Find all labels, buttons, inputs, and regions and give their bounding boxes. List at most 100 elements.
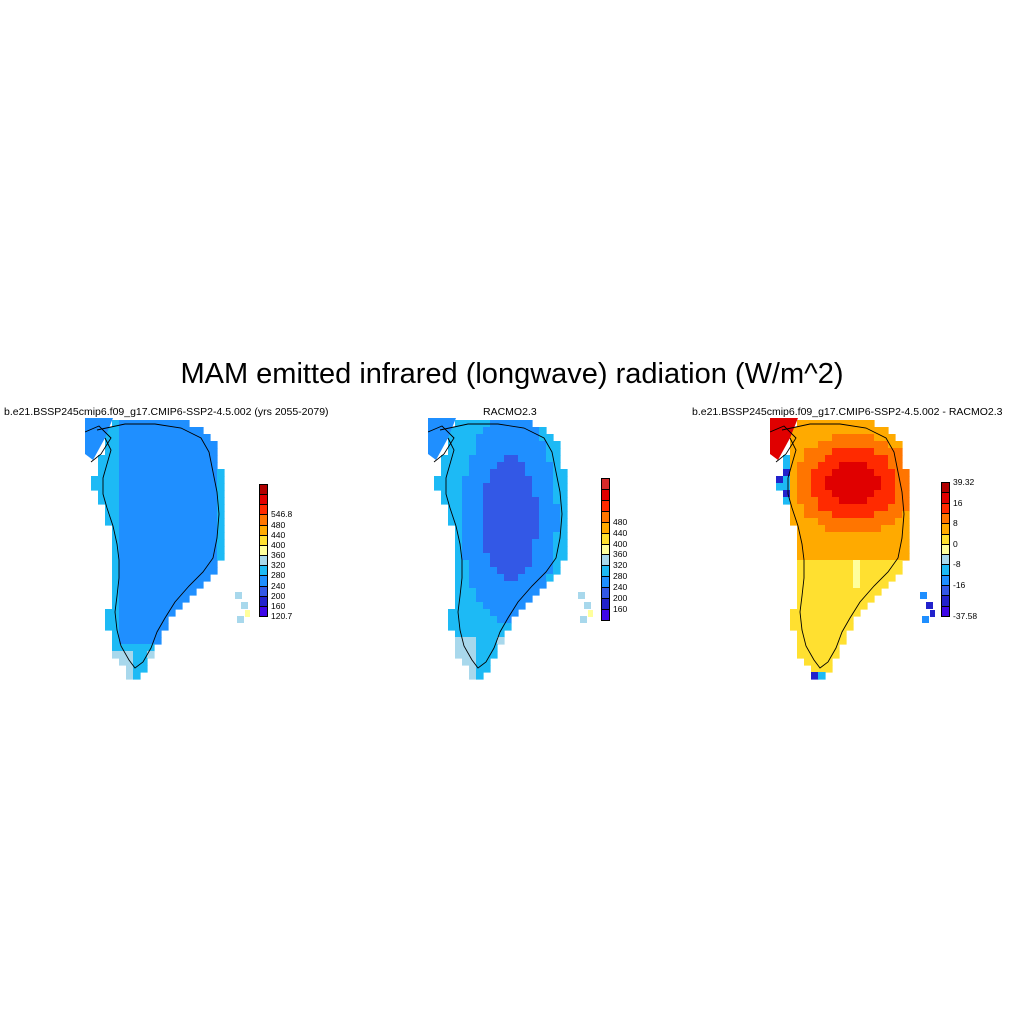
grid-cell	[168, 539, 176, 547]
grid-cell	[553, 539, 561, 547]
grid-cell	[811, 455, 819, 463]
grid-cell	[476, 497, 484, 505]
grid-cell	[189, 511, 197, 519]
grid-cell	[455, 637, 463, 645]
grid-cell	[804, 476, 812, 484]
grid-cell	[182, 588, 190, 596]
grid-cell	[525, 490, 533, 498]
grid-cell	[818, 630, 826, 638]
colorbar-label: 160	[271, 600, 286, 611]
grid-cell	[476, 630, 484, 638]
grid-cell	[154, 455, 162, 463]
grid-cell	[860, 560, 868, 568]
grid-cell	[168, 469, 176, 477]
grid-cell	[825, 658, 833, 666]
grid-cell	[804, 511, 812, 519]
grid-cell	[161, 427, 169, 435]
grid-cell	[874, 581, 882, 589]
grid-cell	[469, 553, 477, 561]
grid-cell	[112, 567, 120, 575]
grid-cell	[126, 455, 134, 463]
grid-cell	[182, 469, 190, 477]
grid-cell	[532, 588, 540, 596]
grid-cell	[147, 490, 155, 498]
grid-cell	[182, 532, 190, 540]
grid-cell	[119, 518, 127, 526]
grid-cell	[483, 644, 491, 652]
grid-cell	[825, 567, 833, 575]
grid-cell	[518, 581, 526, 589]
grid-cell	[846, 497, 854, 505]
grid-cell	[511, 518, 519, 526]
grid-cell	[832, 616, 840, 624]
grid-cell	[196, 525, 204, 533]
grid-cell	[511, 609, 519, 617]
grid-cell	[818, 476, 826, 484]
grid-cell	[546, 532, 554, 540]
grid-cell	[853, 567, 861, 575]
grid-cell	[511, 483, 519, 491]
grid-cell	[140, 518, 148, 526]
grid-cell	[511, 490, 519, 498]
grid-cell	[825, 448, 833, 456]
grid-cell	[525, 497, 533, 505]
grid-cell	[490, 595, 498, 603]
grid-cell	[811, 588, 819, 596]
grid-cell	[783, 469, 791, 477]
colorbar-box	[601, 554, 610, 567]
grid-cell	[126, 623, 134, 631]
grid-cell	[203, 560, 211, 568]
grid-cell	[539, 539, 547, 547]
grid-cell	[895, 525, 903, 533]
grid-cell	[147, 469, 155, 477]
grid-cell	[147, 483, 155, 491]
grid-cell	[161, 525, 169, 533]
colorbar-label: 320	[271, 560, 286, 571]
grid-cell	[161, 560, 169, 568]
grid-cell	[825, 588, 833, 596]
grid-cell	[175, 532, 183, 540]
grid-cell	[511, 420, 519, 428]
grid-cell	[818, 616, 826, 624]
grid-cell	[105, 469, 113, 477]
grid-cell	[874, 574, 882, 582]
grid-cell	[126, 532, 134, 540]
grid-cell	[846, 553, 854, 561]
grid-cell	[839, 525, 847, 533]
grid-cell	[126, 644, 134, 652]
grid-cell	[483, 616, 491, 624]
grid-cell	[797, 427, 805, 435]
grid-cell	[448, 623, 456, 631]
grid-cell	[518, 546, 526, 554]
grid-cell	[811, 553, 819, 561]
grid-cell	[98, 469, 106, 477]
grid-cell	[175, 588, 183, 596]
grid-cell	[853, 574, 861, 582]
grid-cell	[797, 609, 805, 617]
grid-cell	[126, 441, 134, 449]
grid-cell	[126, 462, 134, 470]
grid-cell	[196, 553, 204, 561]
colorbar-label: 546.8	[271, 509, 293, 520]
grid-cell	[511, 588, 519, 596]
grid-cell	[504, 469, 512, 477]
grid-cell	[546, 483, 554, 491]
grid-cell	[119, 651, 127, 659]
grid-cell	[189, 462, 197, 470]
grid-cell	[490, 504, 498, 512]
grid-cell	[182, 553, 190, 561]
grid-cell	[874, 560, 882, 568]
grid-cell	[811, 427, 819, 435]
grid-cell	[881, 483, 889, 491]
grid-cell	[525, 476, 533, 484]
grid-cell	[783, 476, 791, 484]
grid-cell	[140, 630, 148, 638]
grid-cell	[888, 560, 896, 568]
grid-cell	[147, 567, 155, 575]
grid-cell	[511, 448, 519, 456]
grid-cell	[881, 476, 889, 484]
colorbar-box	[941, 543, 950, 556]
grid-cell	[511, 504, 519, 512]
grid-cell	[497, 504, 505, 512]
grid-cell	[210, 560, 218, 568]
